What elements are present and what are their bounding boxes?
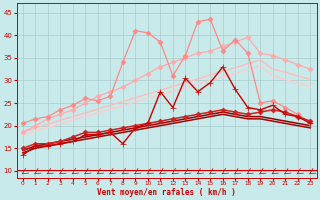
X-axis label: Vent moyen/en rafales ( km/h ): Vent moyen/en rafales ( km/h ) [97,188,236,197]
